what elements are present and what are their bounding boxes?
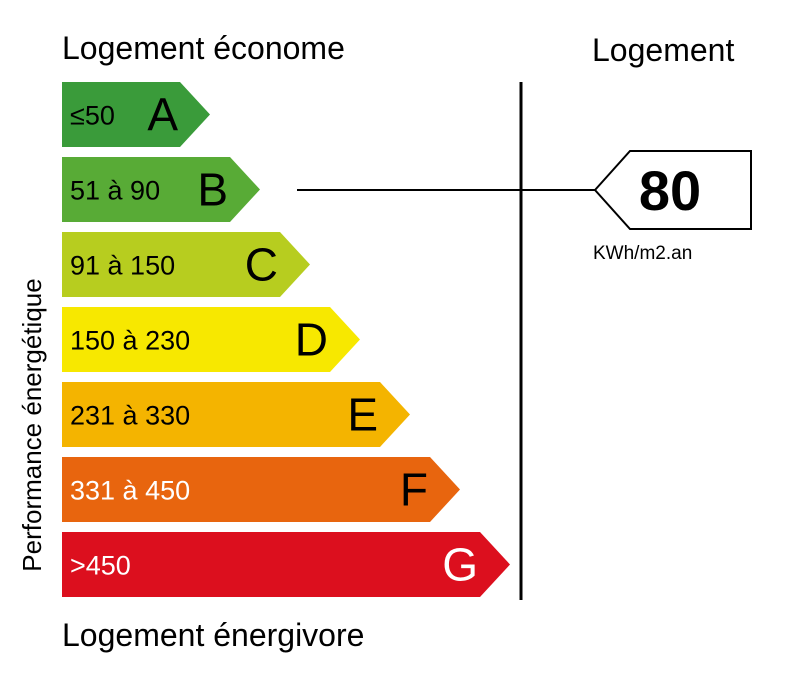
class-bar-shape-c [62,232,310,297]
class-bar-shape-e [62,382,410,447]
result-arrow-box [593,150,752,230]
class-range-f: 331 à 450 [70,476,190,506]
class-bar-b: 51 à 90 B [62,157,260,222]
class-letter-b: B [197,164,228,216]
class-bars: ≤50 A 51 à 90 B 91 à 150 C 150 à 230 D 231 à 330… [62,82,510,597]
class-letter-c: C [245,239,278,291]
class-letter-f: F [400,464,428,516]
class-bar-d: 150 à 230 D [62,307,360,372]
class-range-a: ≤50 [70,101,115,131]
class-letter-a: A [147,89,178,141]
result-unit: KWh/m2.an [593,243,692,264]
class-bar-shape-a [62,82,210,147]
class-bar-shape-d [62,307,360,372]
class-letter-d: D [295,314,328,366]
side-label-performance: Performance énergétique [17,278,47,571]
class-bar-shape-b [62,157,260,222]
bottom-label-energivore: Logement énergivore [62,617,364,653]
class-range-c: 91 à 150 [70,251,175,281]
class-bar-f: 331 à 450 F [62,457,460,522]
class-range-g: >450 [70,551,131,581]
class-letter-g: G [442,539,478,591]
top-label-efficient: Logement économe [62,30,345,66]
class-bar-a: ≤50 A [62,82,210,147]
class-range-e: 231 à 330 [70,401,190,431]
class-range-d: 150 à 230 [70,326,190,356]
result-value: 80 [639,159,701,222]
class-letter-e: E [347,389,378,441]
class-bar-g: >450 G [62,532,510,597]
class-range-b: 51 à 90 [70,176,160,206]
class-bar-shape-g [62,532,510,597]
class-bar-c: 91 à 150 C [62,232,310,297]
class-bar-shape-f [62,457,460,522]
class-bar-e: 231 à 330 E [62,382,410,447]
column-title-logement: Logement [592,32,734,68]
